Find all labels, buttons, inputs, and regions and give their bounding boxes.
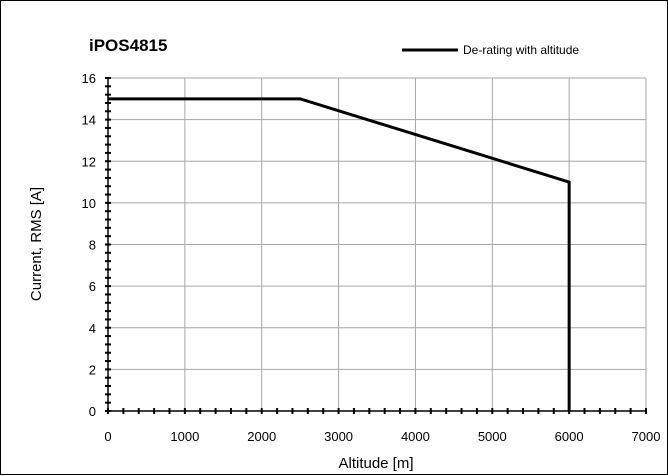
y-tick-label: 10 [82,196,96,211]
x-tick-label: 4000 [401,429,430,444]
axes [107,78,646,412]
series-line [108,97,571,411]
series-lines [108,97,571,411]
y-axis-title: Current, RMS [A] [28,187,45,301]
legend: De-rating with altitude [402,43,579,57]
y-tick-label: 12 [82,154,96,169]
y-tick-label: 4 [89,321,96,336]
x-axis-title: Altitude [m] [338,455,413,472]
y-tick-label: 0 [89,404,96,419]
grid-lines [108,77,647,411]
x-tick-label: 0 [104,429,111,444]
x-tick-label: 3000 [324,429,353,444]
legend-label: De-rating with altitude [463,43,579,57]
y-tick-label: 2 [89,362,96,377]
y-tick-labels: 0 2 4 6 8 10 12 14 16 [82,71,96,419]
x-tick-labels: 0 1000 2000 3000 4000 5000 6000 7000 [104,429,660,444]
y-tick-label: 8 [89,238,96,253]
x-tick-label: 1000 [170,429,199,444]
chart-title: iPOS4815 [89,36,167,55]
y-tick-label: 16 [82,71,96,86]
x-tick-label: 6000 [555,429,584,444]
x-tick-label: 7000 [632,429,661,444]
minor-ticks [105,77,647,414]
x-tick-label: 5000 [478,429,507,444]
x-tick-label: 2000 [247,429,276,444]
y-tick-label: 14 [82,113,96,128]
y-tick-label: 6 [89,279,96,294]
